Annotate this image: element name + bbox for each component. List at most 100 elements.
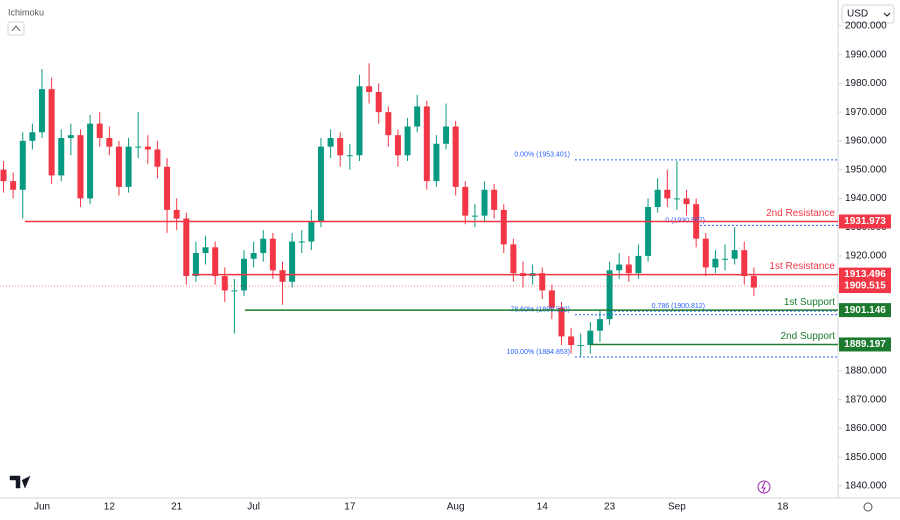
logo[interactable] — [9, 475, 31, 489]
indicator-name[interactable]: Ichimoku — [8, 7, 44, 17]
candle-body — [212, 247, 219, 277]
x-tick-label: 12 — [104, 502, 116, 513]
settings-icon[interactable] — [863, 502, 873, 512]
candle-body — [231, 290, 238, 292]
candle-body — [539, 273, 546, 291]
y-tick-label: 1880.000 — [845, 366, 887, 377]
last-price-label: 1909.515 — [844, 281, 886, 292]
currency-label: USD — [847, 9, 868, 20]
level-price-box — [839, 267, 891, 282]
candle-body — [298, 241, 305, 243]
x-tick-label: Jun — [34, 502, 50, 513]
candle-body — [221, 276, 228, 291]
collapse-button[interactable] — [7, 21, 25, 36]
candle-body — [96, 123, 103, 139]
candle-body — [154, 149, 161, 167]
candle-body — [510, 244, 517, 274]
candle-body — [202, 247, 209, 254]
candle-body — [67, 135, 74, 139]
fib-label: 0.786 (1900.812) — [652, 303, 705, 310]
candle-body — [144, 146, 151, 150]
candle-body — [548, 290, 555, 308]
y-tick-label: 1850.000 — [845, 452, 887, 463]
level-name: 2nd Resistance — [766, 208, 835, 219]
candle-body — [491, 189, 498, 210]
candle-body — [722, 258, 729, 260]
candle-body — [596, 319, 603, 331]
candle-body — [702, 238, 709, 268]
x-tick-label: 17 — [344, 502, 356, 513]
candle-body — [183, 218, 190, 277]
level-price-label: 1889.197 — [844, 339, 886, 350]
candle-body — [87, 123, 94, 199]
candle-body — [664, 189, 671, 199]
y-tick-label: 2000.000 — [845, 21, 887, 32]
level-price-box — [839, 337, 891, 352]
candle-body — [269, 238, 276, 271]
candle-body — [568, 336, 575, 346]
fib-label: 100.00% (1884.853) — [507, 349, 570, 356]
candle-body — [135, 146, 142, 148]
candle-body — [250, 253, 257, 259]
candle-body — [106, 138, 113, 147]
candle-body — [500, 209, 507, 245]
candle-body — [366, 86, 373, 93]
candle-body — [125, 146, 132, 187]
candle-body — [654, 189, 661, 208]
candle-body — [375, 92, 382, 113]
candle-body — [289, 241, 296, 282]
x-tick-label: 14 — [537, 502, 549, 513]
candle-body — [741, 250, 748, 277]
level-name: 1st Resistance — [769, 261, 835, 272]
event-icon-bolt — [761, 481, 766, 493]
y-tick-label: 1990.000 — [845, 49, 887, 60]
candle-body — [77, 135, 84, 199]
y-tick-label: 1840.000 — [845, 481, 887, 492]
candle-body — [337, 138, 344, 156]
dropdown-arrow — [883, 12, 891, 17]
candle-body — [58, 138, 65, 176]
candle-body — [481, 189, 488, 216]
y-tick-label: 1970.000 — [845, 107, 887, 118]
candle-body — [164, 166, 171, 210]
level-name: 2nd Support — [781, 331, 836, 342]
y-tick-label: 1960.000 — [845, 136, 887, 147]
candle-body — [731, 250, 738, 259]
level-price-box — [839, 303, 891, 318]
y-tick-label: 1870.000 — [845, 394, 887, 405]
currency-dropdown[interactable] — [841, 4, 895, 24]
candle-body — [423, 106, 430, 182]
last-price-box — [839, 279, 891, 294]
candle-body — [29, 132, 36, 141]
level-price-label: 1931.973 — [844, 216, 886, 227]
candle-body — [48, 89, 55, 176]
level-price-box — [839, 214, 891, 229]
candle-body — [750, 276, 757, 288]
candle-body — [414, 106, 421, 127]
level-name: 1st Support — [784, 297, 835, 308]
x-tick-label: Jul — [247, 502, 260, 513]
candle-body — [39, 89, 45, 133]
y-tick-label: 1940.000 — [845, 193, 887, 204]
fib-label: 0.00% (1953.401) — [514, 152, 570, 159]
candle-body — [0, 169, 7, 182]
x-tick-label: 23 — [604, 502, 616, 513]
candle-body — [115, 146, 122, 187]
event-icon[interactable] — [757, 480, 771, 494]
y-tick-label: 1920.000 — [845, 251, 887, 262]
x-tick-label: Aug — [447, 502, 465, 513]
candle-body — [356, 86, 363, 156]
candle-body — [471, 215, 478, 217]
candle-body — [616, 264, 623, 271]
candle-body — [587, 330, 594, 346]
candle-body — [606, 270, 613, 320]
x-tick-label: 21 — [171, 502, 183, 513]
candle-body — [385, 112, 392, 136]
candle-body — [10, 181, 17, 190]
candle-body — [635, 255, 642, 274]
candle-body — [260, 238, 267, 254]
candle-body — [625, 264, 632, 274]
level-price-label: 1901.146 — [844, 305, 886, 316]
candle-body — [327, 138, 334, 147]
